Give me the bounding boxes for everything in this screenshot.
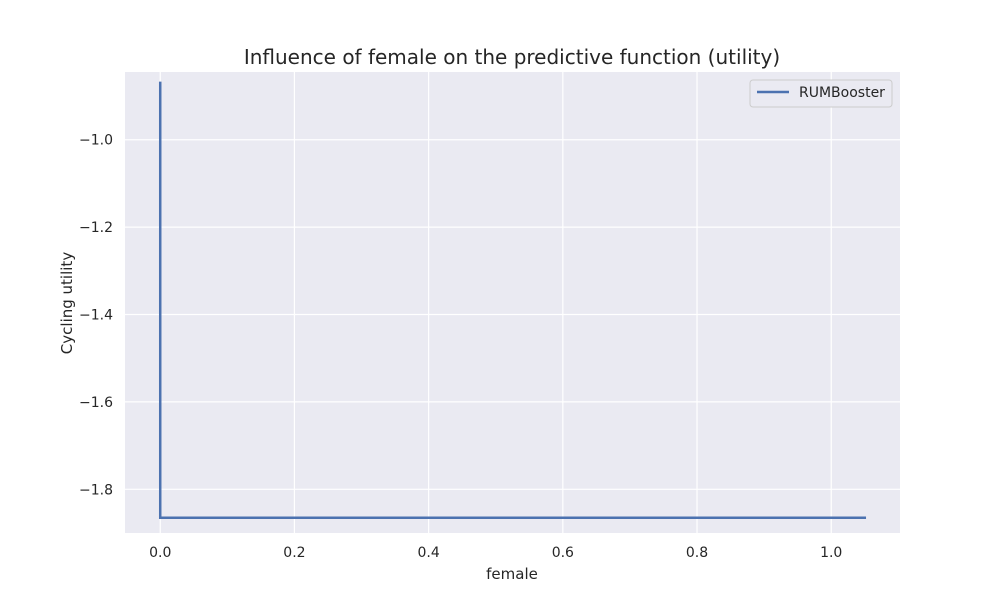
x-tick-label: 0.4 — [417, 545, 439, 561]
y-tick-label: −1.4 — [79, 308, 113, 324]
x-tick-label: 0.8 — [686, 545, 708, 561]
series-lines — [158, 81, 867, 519]
y-tick-label: −1.0 — [79, 133, 113, 149]
legend-label: RUMBooster — [799, 85, 885, 101]
x-tick-label: 1.0 — [820, 545, 842, 561]
grid-lines — [125, 72, 900, 533]
x-tick-label: 0.2 — [283, 545, 305, 561]
chart-title: Influence of female on the predictive fu… — [244, 45, 780, 69]
x-axis-label: female — [486, 565, 538, 583]
legend: RUMBooster — [749, 79, 893, 108]
tick-labels: 0.0 0.2 0.4 0.6 0.8 1.0 −1.8 −1.6 −1.4 −1.2 −1.0 — [79, 133, 842, 561]
x-tick-label: 0.6 — [552, 545, 574, 561]
y-tick-label: −1.2 — [79, 220, 113, 236]
legend-box — [749, 79, 893, 108]
plot-area — [125, 72, 900, 533]
x-tick-label: 0.0 — [149, 545, 171, 561]
y-tick-label: −1.8 — [79, 482, 113, 498]
series-line-rumbooster — [158, 81, 867, 519]
y-tick-label: −1.6 — [79, 395, 113, 411]
y-axis-label: Cycling utility — [58, 252, 76, 355]
